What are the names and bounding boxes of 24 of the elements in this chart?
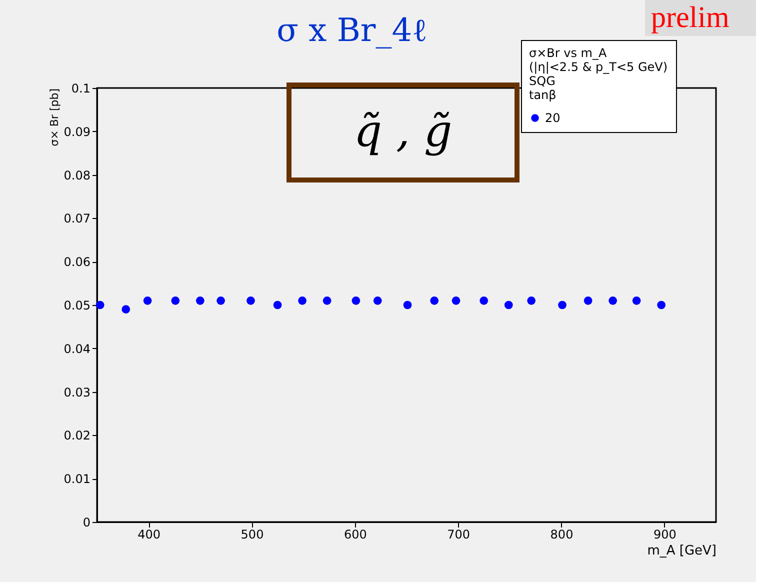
y-tick-label: 0 (82, 516, 90, 530)
y-tick-label: 0.07 (64, 212, 90, 226)
y-tick-label: 0.04 (64, 342, 90, 356)
x-tick-label: 900 (653, 528, 676, 542)
x-tick-label: 700 (447, 528, 470, 542)
legend-title: σ×Br vs m_A (|η|<2.5 & p_T<5 GeV) SQG tanβ (529, 46, 668, 102)
text: prelim (651, 1, 730, 34)
x-tick-label: 400 (138, 528, 161, 542)
annotation: q̃ , g̃ (354, 106, 452, 157)
y-tick-label: 0.09 (64, 124, 90, 139)
x-axis-title: m_A [GeV] (647, 544, 716, 558)
y-tick-label: 0.08 (64, 168, 90, 182)
x-tick-label: 800 (550, 528, 574, 542)
y-tick-label: 0.05 (64, 298, 90, 312)
y-tick-label: 0.02 (64, 428, 90, 443)
x-tick-label: 600 (344, 528, 367, 542)
y-tick-label: 0.1 (71, 82, 90, 96)
y-tick-label: 0.03 (64, 385, 90, 400)
x-tick-label: 500 (240, 528, 264, 542)
y-tick-label: 0.06 (64, 255, 90, 270)
legend-label: 20 (545, 111, 560, 125)
y-tick-label: 0.01 (64, 472, 90, 486)
chart-title: σ x Br_4ℓ (276, 11, 428, 49)
y-axis-title: σ× Br [pb] (48, 88, 61, 146)
